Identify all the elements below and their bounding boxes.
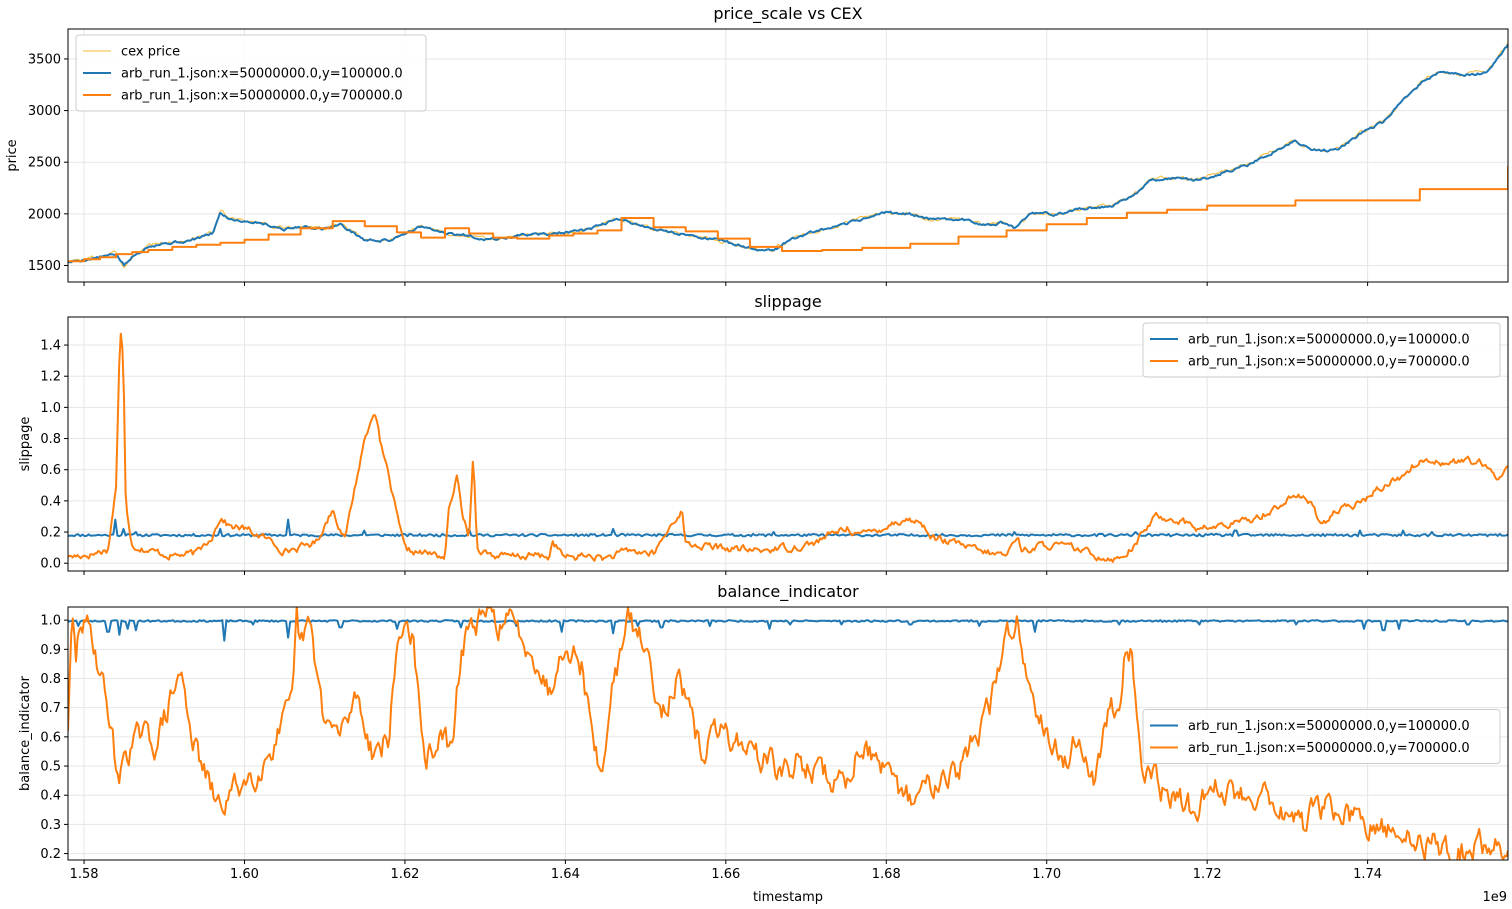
series-line-0 — [68, 518, 1508, 538]
y-tick-label: 2000 — [28, 207, 61, 222]
y-tick-label: 0.2 — [40, 847, 61, 862]
legend: arb_run_1.json:x=50000000.0,y=100000.0ar… — [1142, 322, 1501, 378]
legend-label: arb_run_1.json:x=50000000.0,y=100000.0 — [121, 67, 403, 82]
y-tick-label: 1500 — [28, 259, 61, 274]
y-axis-label: balance_indicator — [18, 675, 33, 791]
y-tick-label: 1.2 — [40, 370, 61, 385]
series-group — [68, 607, 1508, 860]
y-tick-label: 0.7 — [40, 701, 61, 716]
x-tick-label: 1.66 — [711, 867, 740, 882]
y-tick-label: 0.6 — [40, 730, 61, 745]
legend-label: arb_run_1.json:x=50000000.0,y=100000.0 — [1188, 333, 1470, 348]
legend-label: arb_run_1.json:x=50000000.0,y=100000.0 — [1188, 719, 1470, 734]
grid — [68, 317, 1508, 571]
x-axis-offset-label: 1e9 — [1482, 890, 1507, 905]
x-axis-label: timestamp — [753, 890, 823, 905]
slippage-panel: 0.0 0.2 0.4 0.6 0.8 1.0 1.2 1.4 slippage slippage… — [18, 292, 1509, 575]
balance-panel: 1.58 1.60 1.62 1.64 1.66 1.68 1.70 1.72 1.74 0.2 0… — [18, 582, 1509, 882]
series-group — [68, 42, 1508, 268]
axes-frame — [67, 28, 1509, 283]
series-line-2 — [68, 166, 1508, 263]
x-tick-label: 1.72 — [1193, 867, 1222, 882]
legend-label: arb_run_1.json:x=50000000.0,y=700000.0 — [1188, 355, 1470, 370]
x-tick-label: 1.74 — [1353, 867, 1382, 882]
y-tick-label: 0.4 — [40, 789, 61, 804]
y-tick-label: 0.4 — [40, 494, 61, 509]
series-line-1 — [68, 607, 1508, 860]
panel-title: price_scale vs CEX — [713, 4, 862, 24]
y-tick-label: 1.4 — [40, 339, 61, 354]
y-tick-label: 0.6 — [40, 463, 61, 478]
y-tick-label: 0.0 — [40, 557, 61, 572]
y-tick-label: 2500 — [28, 156, 61, 171]
x-tick-label: 1.58 — [70, 867, 99, 882]
legend: arb_run_1.json:x=50000000.0,y=100000.0ar… — [1142, 709, 1501, 764]
y-axis-label: slippage — [18, 417, 33, 472]
legend-frame — [1142, 322, 1501, 378]
panel-title: balance_indicator — [717, 582, 859, 602]
y-tick-label: 3000 — [28, 104, 61, 119]
y-tick-label: 0.9 — [40, 643, 61, 658]
y-tick-label: 1.0 — [40, 614, 61, 629]
price-panel: 1500 2000 2500 3000 3500 price_scale vs CEX pr… — [5, 4, 1509, 286]
series-line-0 — [68, 619, 1508, 642]
x-tick-label: 1.60 — [230, 867, 259, 882]
y-tick-label: 0.2 — [40, 526, 61, 541]
legend-frame — [75, 34, 427, 112]
y-tick-label: 1.0 — [40, 401, 61, 416]
legend: cex price arb_run_1.json:x=50000000.0,y=1… — [75, 34, 427, 112]
y-axis-label: price — [5, 139, 20, 171]
legend-label: arb_run_1.json:x=50000000.0,y=700000.0 — [121, 89, 403, 104]
legend-label: arb_run_1.json:x=50000000.0,y=700000.0 — [1188, 741, 1470, 756]
y-tick-label: 0.8 — [40, 672, 61, 687]
panel-title: slippage — [754, 292, 821, 311]
series-line-1 — [68, 332, 1508, 563]
y-tick-label: 0.8 — [40, 432, 61, 447]
x-tick-label: 1.68 — [872, 867, 901, 882]
series-group — [68, 332, 1508, 563]
y-tick-label: 0.5 — [40, 760, 61, 775]
y-tick-label: 3500 — [28, 52, 61, 67]
y-tick-label: 0.3 — [40, 818, 61, 833]
legend-frame — [1142, 709, 1501, 764]
x-tick-label: 1.64 — [551, 867, 580, 882]
x-tick-label: 1.70 — [1032, 867, 1061, 882]
axes-frame — [67, 606, 1509, 861]
axes-frame — [67, 316, 1509, 572]
legend-label: cex price — [121, 45, 180, 60]
x-tick-label: 1.62 — [390, 867, 419, 882]
